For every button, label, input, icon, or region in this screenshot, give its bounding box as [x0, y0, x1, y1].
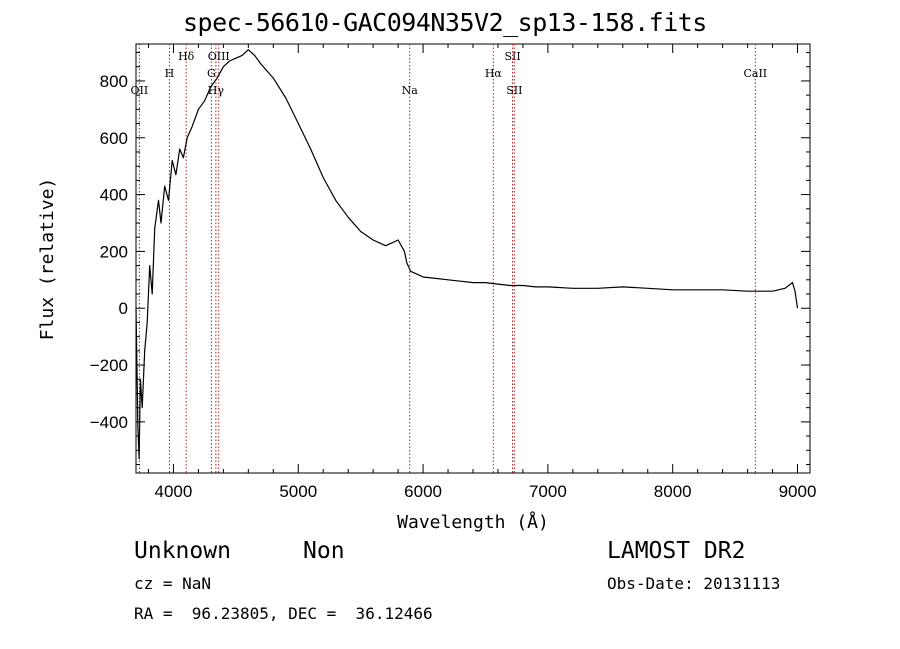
class-label: Unknown	[134, 538, 231, 564]
coords-text: RA = 96.23805, DEC = 36.12466	[134, 604, 433, 623]
chart-title: spec-56610-GAC094N35V2_sp13-158.fits	[183, 8, 707, 37]
y-tick-label: 200	[100, 242, 128, 261]
axis-ticks	[136, 44, 810, 473]
emission-line-label: CaII	[743, 67, 767, 80]
axis-tick-labels: 4000 5000 6000 7000 8000 9000 −400 −200 0 200 400 6…	[90, 72, 817, 501]
emission-line-label: Hδ	[178, 50, 195, 63]
x-tick-label: 7000	[529, 482, 567, 501]
emission-line-label: H	[165, 67, 175, 80]
x-tick-label: 4000	[155, 482, 193, 501]
emission-line-label: Hγ	[208, 84, 225, 97]
y-tick-label: 400	[100, 186, 128, 205]
spectrum-line	[135, 49, 799, 460]
emission-line-label: OIII	[208, 50, 230, 63]
survey-label: LAMOST DR2	[607, 538, 746, 564]
x-axis-label: Wavelength (Å)	[397, 511, 549, 533]
plot-frame	[135, 43, 811, 474]
x-tick-label: 5000	[279, 482, 317, 501]
emission-line-label: SII	[506, 84, 522, 97]
y-tick-label: 600	[100, 129, 128, 148]
y-tick-label: 800	[100, 72, 128, 91]
y-tick-label: 0	[119, 299, 128, 318]
emission-line-label: SII	[504, 50, 520, 63]
redshift-text: cz = NaN	[134, 574, 212, 593]
x-tick-label: 9000	[779, 482, 817, 501]
emission-line-label: Na	[402, 84, 419, 97]
y-axis-label: Flux (relative)	[37, 178, 58, 341]
y-tick-label: −200	[90, 356, 128, 375]
spectrum-series	[135, 49, 799, 460]
emission-line-label: OII	[131, 84, 149, 97]
obs-date-text: Obs-Date: 20131113	[607, 574, 781, 593]
x-tick-label: 8000	[654, 482, 692, 501]
y-tick-label: −400	[90, 413, 128, 432]
emission-line-label: Hα	[485, 67, 503, 80]
x-tick-label: 6000	[404, 482, 442, 501]
subclass-label: Non	[303, 538, 345, 564]
emission-line-label: G	[207, 67, 216, 80]
